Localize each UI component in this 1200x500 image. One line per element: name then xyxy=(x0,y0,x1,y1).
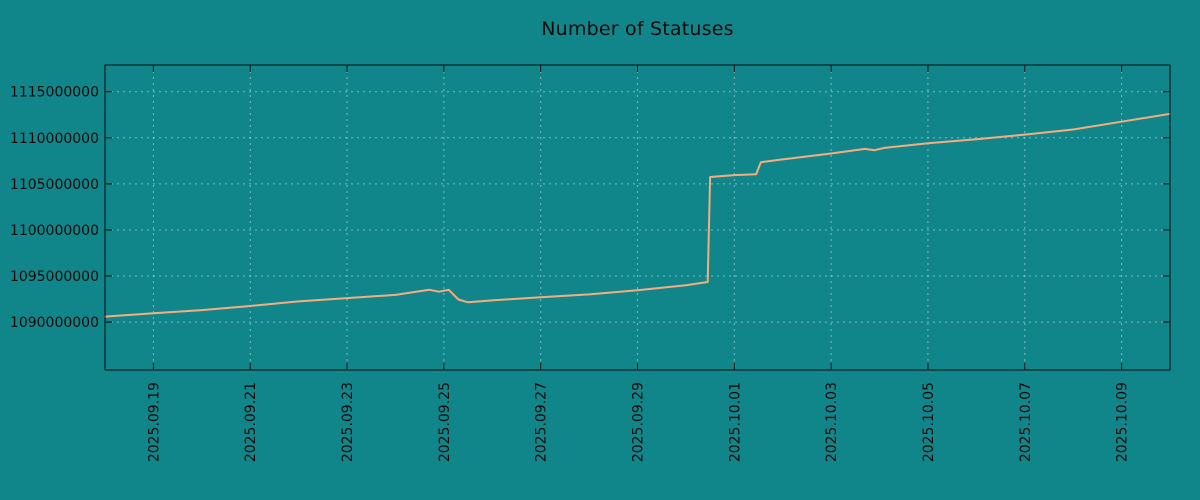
y-tick-label: 1110000000 xyxy=(10,131,99,147)
x-tick-label: 2025.10.07 xyxy=(1018,382,1034,462)
x-tick-label: 2025.10.09 xyxy=(1115,382,1131,462)
x-tick-label: 2025.09.29 xyxy=(631,382,647,462)
x-tick-label: 2025.09.23 xyxy=(340,382,356,462)
x-tick-label: 2025.10.03 xyxy=(824,382,840,462)
x-tick-label: 2025.09.27 xyxy=(534,382,550,462)
x-tick-label: 2025.10.05 xyxy=(921,382,937,462)
plot-border xyxy=(104,64,1171,371)
x-tick-label: 2025.09.25 xyxy=(437,382,453,462)
chart-title: Number of Statuses xyxy=(541,18,734,40)
y-tick-label: 1090000000 xyxy=(10,315,99,331)
series-line-statuses xyxy=(104,112,1171,318)
x-tick-label: 2025.09.21 xyxy=(243,382,259,462)
x-tick-label: 2025.10.01 xyxy=(727,382,743,462)
x-tick-label: 2025.09.19 xyxy=(146,382,162,462)
y-tick-label: 1095000000 xyxy=(10,269,99,285)
y-tick-label: 1115000000 xyxy=(10,85,99,101)
y-tick-label: 1100000000 xyxy=(10,223,99,239)
y-tick-label: 1105000000 xyxy=(10,177,99,193)
